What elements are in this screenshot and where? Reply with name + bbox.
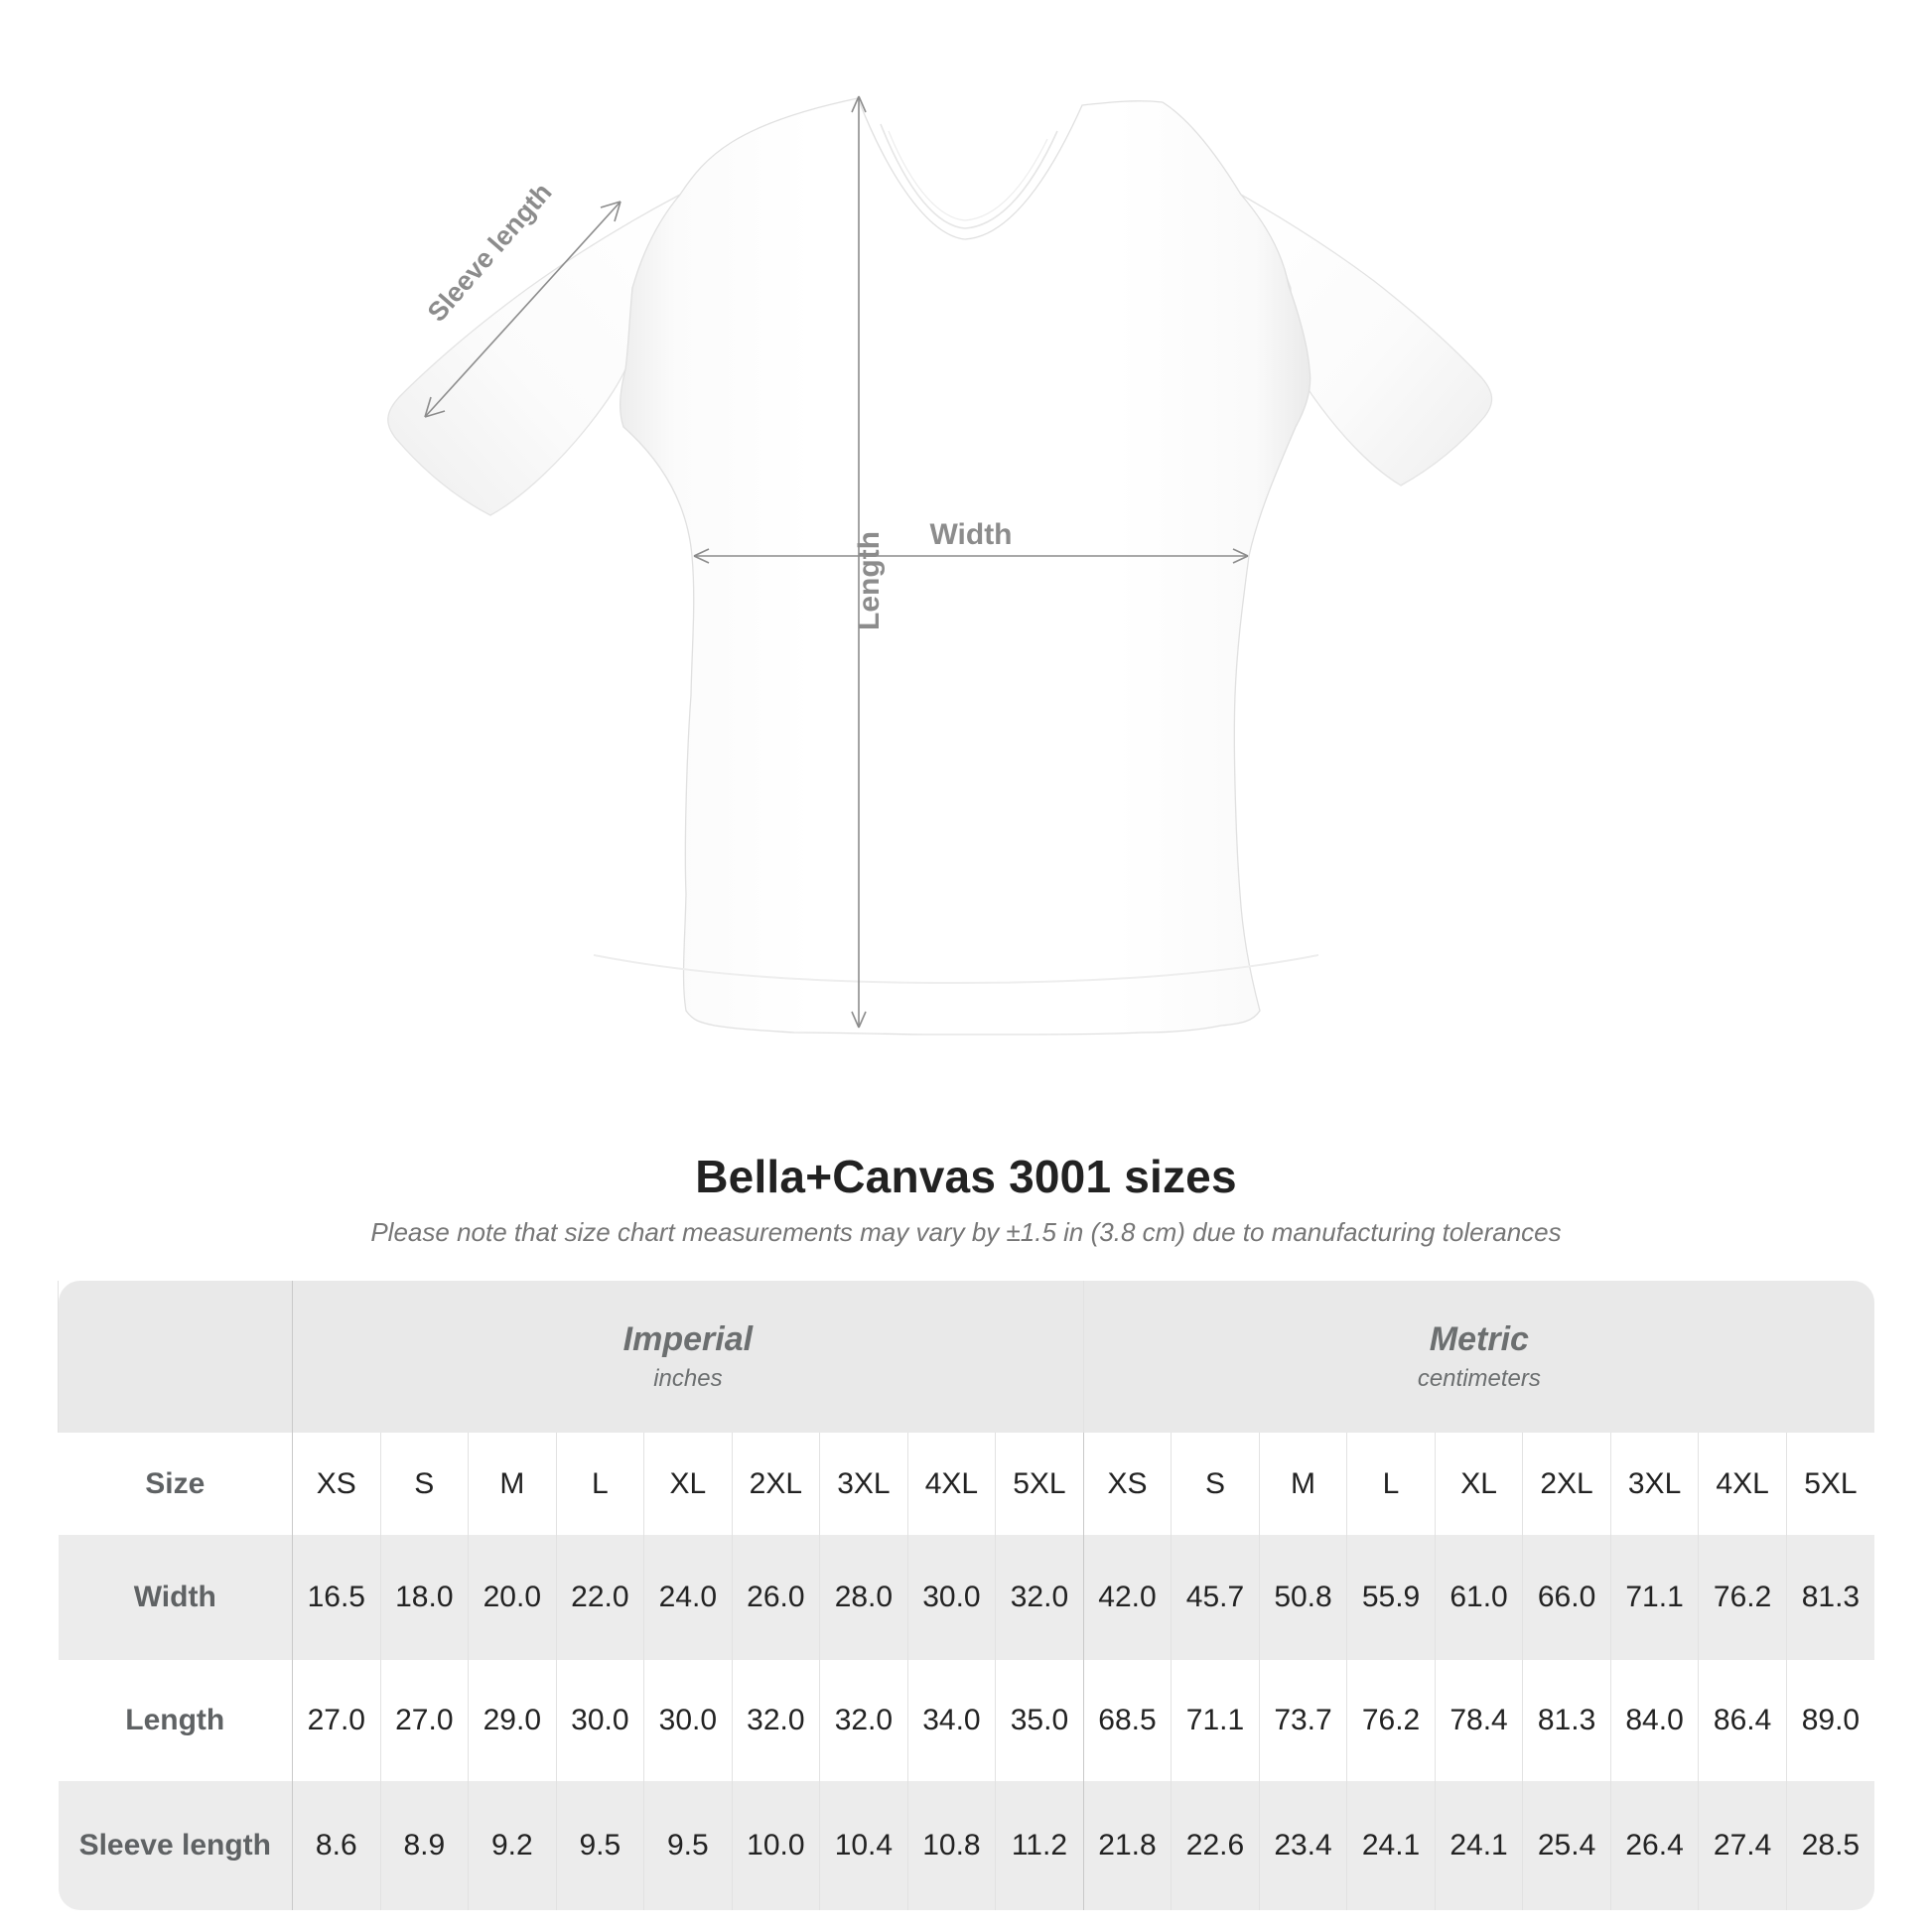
svg-text:Length: Length (853, 531, 886, 630)
svg-text:Width: Width (929, 518, 1012, 551)
